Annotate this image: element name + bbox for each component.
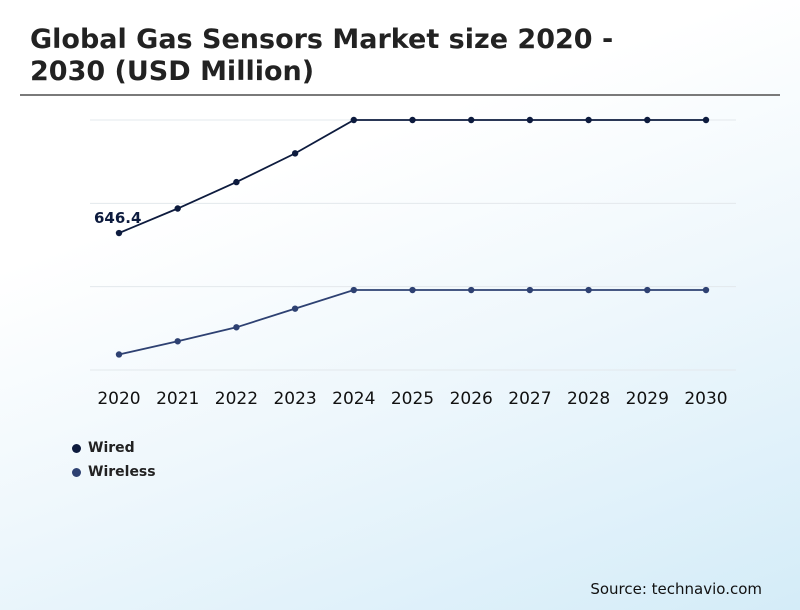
data-label: 646.4 (94, 209, 141, 227)
gridlines (90, 119, 736, 371)
x-axis: 2020 2021 2022 2023 2024 2025 2026 2027 2028 2029… (97, 389, 727, 409)
data-point-wired[interactable] (526, 116, 534, 124)
x-tick-label: 2020 (97, 389, 140, 409)
title-divider (20, 94, 780, 96)
data-point-wireless[interactable] (526, 286, 534, 294)
data-point-wireless[interactable] (409, 286, 416, 294)
data-point-wired[interactable] (644, 116, 651, 124)
data-point-wired[interactable] (291, 150, 299, 157)
x-tick-label: 2024 (332, 389, 375, 409)
data-point-wireless[interactable] (115, 351, 123, 358)
x-tick-label: 2027 (508, 389, 551, 409)
x-tick-label: 2026 (450, 389, 493, 409)
legend: Wired Wireless (72, 436, 156, 484)
data-point-wireless[interactable] (468, 286, 475, 294)
source-note: Source: technavio.com (590, 580, 762, 598)
x-tick-label: 2029 (626, 389, 669, 409)
data-point-wired[interactable] (702, 116, 710, 124)
x-tick-label: 2028 (567, 389, 610, 409)
chart-title: Global Gas Sensors Market size 2020 - 20… (30, 24, 614, 87)
data-point-wireless[interactable] (350, 286, 357, 294)
data-point-wired[interactable] (409, 116, 416, 124)
legend-marker-wireless (72, 467, 81, 477)
data-point-wired[interactable] (115, 229, 123, 237)
legend-label-wireless: Wireless (88, 464, 156, 480)
data-point-wireless[interactable] (644, 286, 651, 294)
data-point-wireless[interactable] (174, 338, 181, 345)
legend-item-wired[interactable]: Wired (72, 436, 156, 460)
x-tick-label: 2025 (391, 389, 434, 409)
data-point-wireless[interactable] (702, 286, 710, 294)
data-point-wired[interactable] (233, 178, 240, 186)
series-line-wired (118, 119, 706, 234)
data-point-wireless[interactable] (233, 324, 240, 331)
series-group: 646.4 (94, 116, 710, 358)
data-point-wired[interactable] (174, 205, 181, 212)
legend-label-wired: Wired (88, 440, 135, 456)
data-point-wired[interactable] (585, 116, 592, 124)
data-point-wireless[interactable] (291, 305, 299, 312)
legend-item-wireless[interactable]: Wireless (72, 460, 156, 484)
data-point-wired[interactable] (468, 116, 475, 124)
data-point-wired[interactable] (350, 116, 357, 124)
x-tick-label: 2022 (215, 389, 258, 409)
data-point-wireless[interactable] (585, 286, 592, 294)
x-tick-label: 2021 (156, 389, 199, 409)
x-tick-label: 2030 (684, 389, 727, 409)
line-chart: 646.4 2020 2021 2022 2023 2024 2025 2026 2027 20… (90, 116, 736, 409)
legend-marker-wired (72, 443, 81, 453)
x-tick-label: 2023 (273, 389, 316, 409)
series-line-wireless (118, 289, 706, 356)
